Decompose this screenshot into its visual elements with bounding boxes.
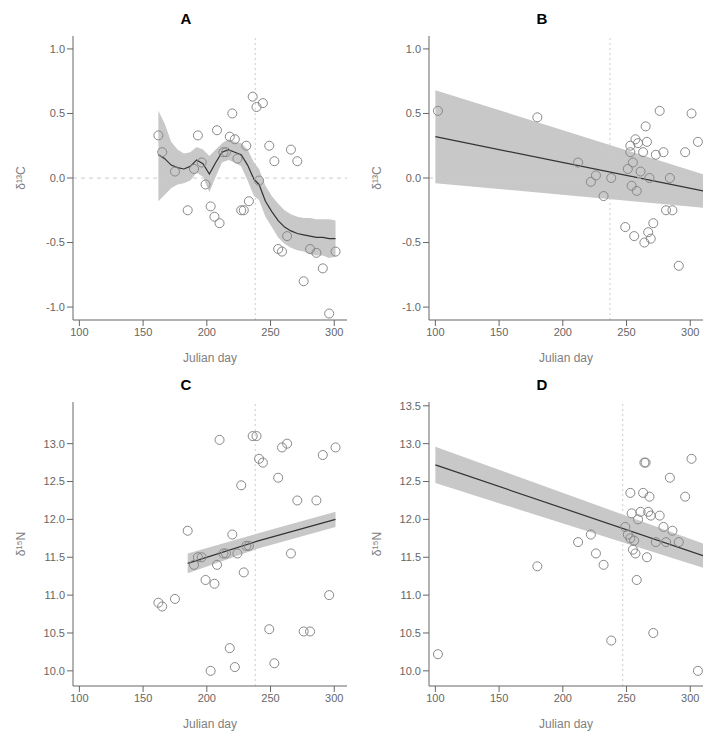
svg-text:250: 250 — [261, 692, 279, 704]
html-text:D: D — [536, 376, 548, 393]
svg-text:13.0: 13.0 — [44, 438, 65, 450]
svg-text:100: 100 — [426, 692, 444, 704]
svg-text:Julian day: Julian day — [539, 717, 593, 731]
svg-text:0.5: 0.5 — [50, 107, 65, 119]
svg-text:300: 300 — [325, 326, 343, 338]
svg-text:12.0: 12.0 — [400, 513, 421, 525]
svg-text:11.0: 11.0 — [44, 589, 65, 601]
svg-text:200: 200 — [554, 326, 572, 338]
svg-text:Julian day: Julian day — [183, 351, 237, 365]
svg-text:250: 250 — [261, 326, 279, 338]
svg-text:11.5: 11.5 — [400, 551, 421, 563]
svg-text:250: 250 — [617, 692, 635, 704]
svg-text:300: 300 — [325, 692, 343, 704]
svg-text:12.5: 12.5 — [44, 475, 65, 487]
svg-text:200: 200 — [198, 692, 216, 704]
svg-text:12.5: 12.5 — [400, 475, 421, 487]
html-text:A: A — [180, 10, 192, 27]
svg-text:10.0: 10.0 — [400, 665, 421, 677]
svg-text:-1.0: -1.0 — [402, 301, 421, 313]
svg-text:13.5: 13.5 — [400, 400, 421, 412]
svg-text:100: 100 — [426, 326, 444, 338]
svg-text:200: 200 — [554, 692, 572, 704]
svg-text:1.0: 1.0 — [50, 43, 65, 55]
svg-text:100: 100 — [70, 326, 88, 338]
svg-text:δ¹³C: δ¹³C — [14, 166, 28, 190]
svg-text:300: 300 — [681, 692, 699, 704]
svg-text:11.5: 11.5 — [44, 551, 65, 563]
svg-text:200: 200 — [198, 326, 216, 338]
svg-text:100: 100 — [70, 692, 88, 704]
svg-text:10.5: 10.5 — [44, 627, 65, 639]
svg-text:δ¹⁵N: δ¹⁵N — [370, 532, 384, 556]
svg-text:150: 150 — [134, 326, 152, 338]
svg-text:250: 250 — [617, 326, 635, 338]
svg-text:150: 150 — [134, 692, 152, 704]
svg-text:300: 300 — [681, 326, 699, 338]
svg-text:-1.0: -1.0 — [46, 301, 65, 313]
svg-text:0.0: 0.0 — [50, 172, 65, 184]
html-text:C: C — [180, 376, 192, 393]
svg-text:150: 150 — [490, 692, 508, 704]
svg-text:0.0: 0.0 — [406, 172, 421, 184]
svg-text:δ¹³C: δ¹³C — [370, 166, 384, 190]
svg-text:0.5: 0.5 — [406, 107, 421, 119]
svg-text:-0.5: -0.5 — [46, 236, 65, 248]
svg-text:13.0: 13.0 — [400, 438, 421, 450]
svg-text:12.0: 12.0 — [44, 513, 65, 525]
html-text:B: B — [536, 10, 548, 27]
svg-text:10.5: 10.5 — [400, 627, 421, 639]
svg-text:δ¹⁵N: δ¹⁵N — [14, 532, 28, 556]
svg-text:1.0: 1.0 — [406, 43, 421, 55]
svg-text:10.0: 10.0 — [44, 665, 65, 677]
svg-text:150: 150 — [490, 326, 508, 338]
svg-text:11.0: 11.0 — [400, 589, 421, 601]
svg-text:Julian day: Julian day — [183, 717, 237, 731]
svg-text:-0.5: -0.5 — [402, 236, 421, 248]
svg-text:Julian day: Julian day — [539, 351, 593, 365]
